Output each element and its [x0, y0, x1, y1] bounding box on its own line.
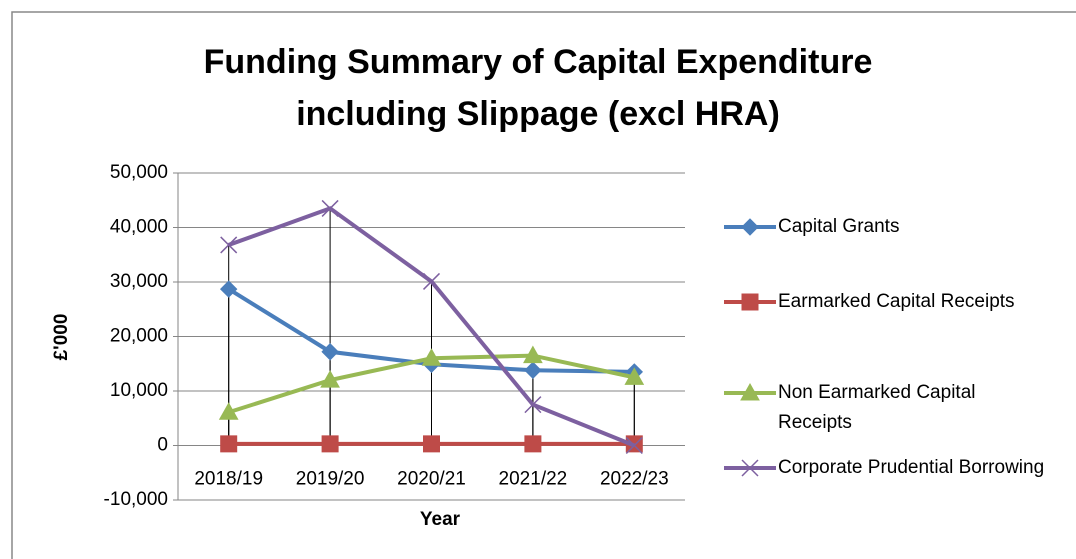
point-marker [218, 402, 239, 420]
legend-marker [740, 382, 760, 401]
point-marker [219, 280, 238, 298]
y-tick-label: 30,000 [110, 271, 168, 292]
point-marker [422, 272, 441, 290]
legend-label: Capital Grants [778, 216, 900, 237]
y-tick-label: -10,000 [104, 489, 168, 510]
chart-title: Funding Summary of Capital Expenditure i… [203, 43, 873, 133]
point-marker [624, 367, 645, 385]
x-tick-label: 2018/19 [194, 469, 263, 490]
legend-label: Non Earmarked Capital Receipts [778, 382, 976, 433]
y-tick-label: 50,000 [110, 162, 168, 183]
point-marker [220, 435, 238, 453]
legend-marker [741, 459, 759, 477]
frame [11, 11, 1076, 559]
point-marker [524, 361, 542, 379]
legend-marker [741, 218, 759, 236]
point-marker [523, 345, 543, 364]
point-marker [524, 435, 542, 453]
x-tick-label: 2021/22 [499, 469, 568, 490]
x-tick-label: 2020/21 [397, 469, 466, 490]
x-tick-label: 2019/20 [296, 469, 365, 490]
x-tick-label: 2022/23 [600, 469, 669, 490]
legend-label: Earmarked Capital Receipts [778, 291, 1015, 312]
point-marker [625, 436, 643, 455]
point-marker [321, 435, 339, 453]
point-marker [423, 435, 440, 453]
legend-label: Corporate Prudential Borrowing [778, 457, 1045, 478]
point-marker [321, 343, 339, 361]
x-axis-label: Year [420, 509, 461, 530]
y-tick-label: 10,000 [110, 380, 168, 401]
point-marker [320, 370, 340, 388]
y-tick-label: 20,000 [110, 326, 168, 347]
y-tick-label: 0 [157, 435, 168, 456]
point-marker [321, 199, 339, 217]
point-marker [220, 236, 238, 254]
point-marker [524, 396, 542, 414]
y-tick-label: 40,000 [110, 217, 168, 238]
y-axis-label: £'000 [51, 314, 72, 361]
point-marker [421, 348, 442, 366]
legend-marker [741, 293, 759, 311]
